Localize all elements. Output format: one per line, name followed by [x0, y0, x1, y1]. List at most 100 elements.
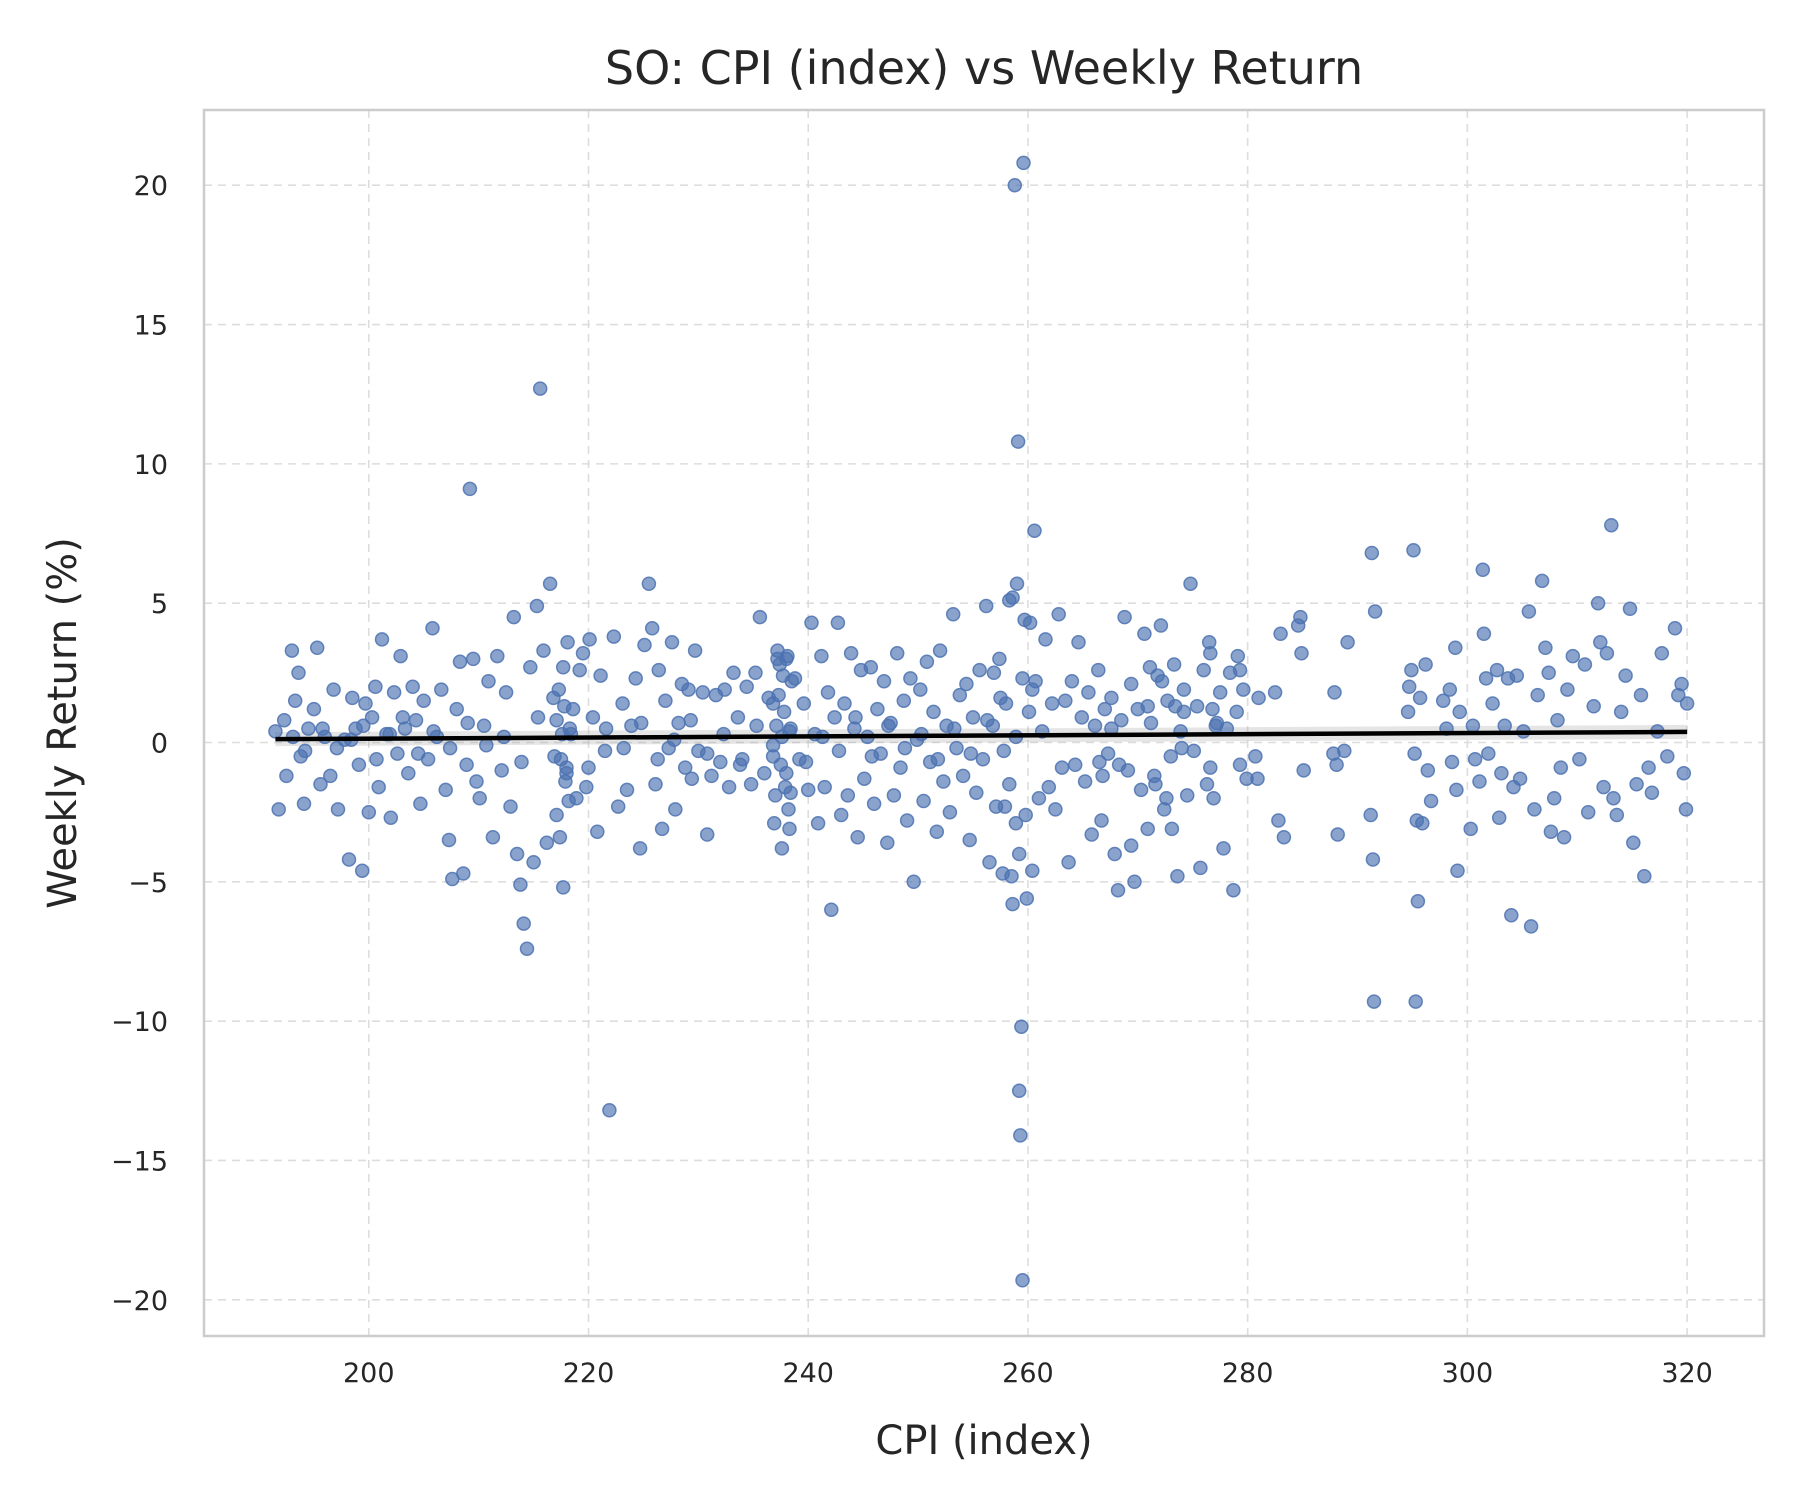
data-point: [757, 765, 772, 781]
data-point: [1523, 919, 1539, 934]
data-point: [558, 774, 573, 789]
data-point: [413, 796, 428, 812]
data-point: [1273, 626, 1288, 642]
data-point: [1176, 704, 1192, 720]
data-point: [1104, 690, 1119, 706]
chart-title: SO: CPI (index) vs Weekly Return: [605, 41, 1363, 95]
data-point: [1629, 777, 1644, 792]
data-point: [1618, 668, 1633, 683]
data-point: [1365, 852, 1381, 867]
data-point: [739, 679, 754, 695]
y-tick-labels: −20 −15 −10 −5 0 5 10 15 20: [111, 171, 168, 1317]
data-point: [606, 629, 622, 644]
data-point: [572, 662, 587, 678]
data-point: [1071, 634, 1086, 650]
data-point: [287, 693, 303, 708]
data-point: [1467, 751, 1483, 767]
data-point: [969, 785, 984, 800]
data-point: [1010, 434, 1026, 449]
data-point: [1599, 646, 1615, 661]
data-point: [465, 651, 481, 667]
data-point: [1521, 604, 1537, 619]
data-point: [997, 799, 1013, 814]
data-point: [1154, 673, 1170, 689]
data-point: [1095, 768, 1110, 784]
data-point: [408, 712, 424, 728]
data-point: [695, 685, 711, 700]
data-point: [876, 673, 892, 689]
data-point: [1174, 740, 1189, 756]
data-point: [800, 782, 816, 798]
data-point: [268, 724, 283, 739]
data-point: [1637, 869, 1652, 884]
data-point: [996, 743, 1012, 759]
data-point: [1606, 790, 1621, 806]
data-point: [1002, 593, 1017, 608]
data-point: [1084, 827, 1099, 842]
data-point: [1644, 785, 1660, 800]
data-point: [1556, 829, 1572, 845]
data-point: [434, 682, 449, 697]
data-point: [469, 774, 484, 789]
data-point: [1201, 634, 1217, 650]
data-point: [1094, 813, 1109, 828]
data-point: [962, 832, 977, 848]
data-point: [947, 721, 962, 736]
data-point: [598, 721, 614, 736]
data-point: [297, 743, 313, 759]
x-tick-label: 280: [1222, 1358, 1274, 1389]
data-point: [857, 771, 872, 786]
data-point: [1183, 576, 1198, 591]
data-point: [1025, 682, 1040, 697]
data-point: [1015, 1273, 1030, 1288]
data-point: [330, 802, 346, 817]
data-point: [837, 696, 852, 711]
data-point: [848, 710, 863, 725]
data-point: [942, 804, 958, 820]
data-point: [361, 804, 377, 820]
data-point: [1226, 882, 1241, 898]
data-point: [1153, 618, 1169, 633]
data-point: [401, 765, 416, 781]
data-point: [1206, 790, 1221, 806]
plot-frame: [202, 108, 1766, 1338]
data-point: [1444, 754, 1460, 770]
data-point: [1250, 771, 1265, 786]
data-point: [1550, 712, 1565, 728]
data-point: [1111, 757, 1127, 773]
data-point: [1674, 676, 1689, 692]
data-point: [610, 799, 626, 814]
data-point: [919, 654, 935, 669]
data-point: [1013, 1128, 1028, 1143]
data-point: [1179, 788, 1195, 803]
data-point: [581, 760, 596, 775]
data-point: [982, 855, 997, 870]
data-point: [1137, 626, 1152, 642]
data-point: [975, 751, 991, 767]
grid: [204, 110, 1764, 1336]
data-point: [749, 718, 764, 734]
data-point: [664, 634, 680, 650]
data-point: [1248, 749, 1263, 764]
data-point: [1527, 802, 1542, 817]
data-point: [1485, 696, 1500, 711]
data-point: [993, 690, 1008, 706]
data-point: [959, 676, 974, 692]
data-point: [726, 665, 741, 681]
data-point: [1504, 908, 1519, 923]
data-point: [1678, 802, 1694, 817]
data-point: [866, 796, 882, 812]
data-point: [824, 902, 839, 917]
data-point: [1193, 860, 1208, 876]
data-point: [1452, 704, 1467, 720]
data-point: [1117, 609, 1132, 625]
data-point: [1123, 838, 1139, 853]
x-tick-label: 220: [563, 1358, 615, 1389]
data-point: [671, 715, 686, 731]
data-point: [410, 746, 426, 761]
data-point: [1064, 673, 1080, 689]
data-point: [1140, 821, 1155, 837]
data-point: [886, 788, 902, 803]
data-point: [903, 671, 918, 686]
data-point: [555, 880, 571, 895]
